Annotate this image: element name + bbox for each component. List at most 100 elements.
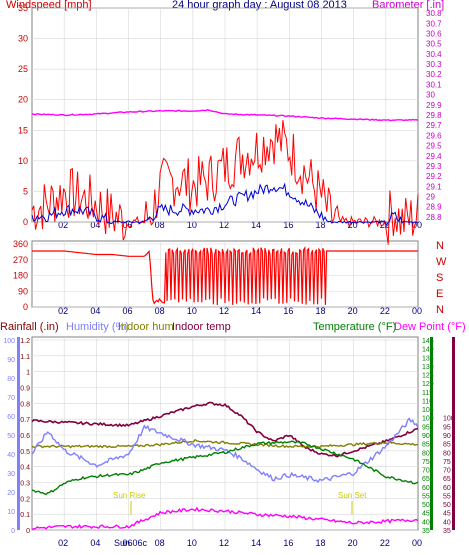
- y-tick-label-rain: 0.5: [20, 449, 30, 456]
- indoor-temp-label: Indoor temp: [172, 321, 231, 333]
- y-tick-label-direction: 360: [13, 239, 28, 249]
- y-tick-label-barometer: 30.2: [426, 70, 442, 79]
- rainfall-label: Rainfall (.in): [0, 321, 59, 333]
- temp-axis-bar: [430, 337, 433, 530]
- series-gust: [31, 182, 419, 226]
- series-barometer: [31, 109, 419, 122]
- y-tick-label-dewpoint: 50: [443, 502, 451, 509]
- y-tick-label-dewpoint: 55: [443, 493, 451, 500]
- direction-letter-E: E: [436, 288, 443, 300]
- sun-set-label: Sun Set: [338, 491, 367, 500]
- y-tick-label-humidity: 60: [7, 414, 15, 421]
- y-tick-label-humidity: 20: [7, 490, 15, 497]
- y-tick-label-temperature: 115: [422, 390, 433, 397]
- y-tick-label-temperature: 55: [422, 493, 430, 500]
- y-tick-label-barometer: 28.8: [426, 213, 442, 222]
- y-tick-label-barometer: 29.7: [426, 121, 442, 130]
- sun-rise-label: Sun Rise: [113, 491, 146, 500]
- y-tick-label-temperature: 135: [422, 355, 434, 362]
- y-tick-label-temperature: 125: [422, 373, 434, 380]
- windspeed-label: Windspeed [mph]: [6, 0, 92, 11]
- y-tick-label-temperature: 85: [422, 442, 430, 449]
- y-tick-label-barometer: 30.6: [426, 29, 442, 38]
- y-tick-label-temperature: 65: [422, 476, 430, 483]
- x-tick-label-p1-20: 20: [348, 220, 358, 230]
- x-tick-label-p3-10: 10: [187, 538, 197, 548]
- y-tick-label-temperature: 130: [422, 364, 434, 371]
- y-tick-label-temperature: 90: [422, 433, 430, 440]
- humidity-axis-bar: [17, 337, 20, 530]
- barometer-label: Barometer [.in]: [372, 0, 444, 11]
- x-tick-label-p2-06: 06: [123, 306, 133, 316]
- series-windspeed: [31, 120, 419, 245]
- y-tick-label-dewpoint: 45: [443, 511, 451, 518]
- y-tick-label-temperature: 45: [422, 511, 430, 518]
- y-tick-label-temperature: 95: [422, 424, 430, 431]
- x-tick-label-p3-02: 02: [58, 538, 68, 548]
- y-tick-label-dewpoint: 70: [443, 468, 451, 475]
- y-tick-label-dewpoint: 85: [443, 442, 451, 449]
- y-tick-label-wind: 15: [18, 125, 28, 135]
- x-tick-label-p1-16: 16: [283, 220, 293, 230]
- x-tick-label-p1-18: 18: [316, 220, 326, 230]
- y-tick-label-humidity: 90: [7, 357, 15, 364]
- x-tick-label-p2-10: 10: [187, 306, 197, 316]
- y-tick-label-humidity: 70: [7, 395, 15, 402]
- y-tick-label-humidity: 100: [3, 338, 15, 345]
- sun-marker-label: Sun 06c: [114, 538, 148, 548]
- y-tick-label-wind: 5: [23, 186, 28, 196]
- y-tick-label-direction: 270: [13, 255, 28, 265]
- y-tick-label-temperature: 50: [422, 502, 430, 509]
- y-tick-label-barometer: 29.9: [426, 101, 442, 110]
- y-tick-label-barometer: 30.3: [426, 60, 442, 69]
- x-tick-label-p2-02: 02: [58, 306, 68, 316]
- y-tick-label-barometer: 28.9: [426, 203, 442, 212]
- y-tick-label-humidity: 0: [11, 528, 15, 535]
- y-tick-label-temperature: 75: [422, 459, 430, 466]
- y-tick-label-temperature: 110: [422, 398, 433, 405]
- y-tick-label-temperature: 60: [422, 485, 430, 492]
- x-tick-label-p3-20: 20: [348, 538, 358, 548]
- x-tick-label-p1-00: 00: [412, 220, 422, 230]
- y-tick-label-temperature: 70: [422, 468, 430, 475]
- y-tick-label-dewpoint: 80: [443, 450, 451, 457]
- series-temperature: [31, 440, 419, 496]
- x-tick-label-p1-08: 08: [155, 220, 165, 230]
- y-tick-label-barometer: 29: [426, 193, 435, 202]
- x-tick-label-p2-04: 04: [90, 306, 100, 316]
- x-tick-label-p1-14: 14: [251, 220, 261, 230]
- y-tick-label-rain: 0.8: [20, 401, 30, 408]
- x-tick-label-p2-20: 20: [348, 306, 358, 316]
- x-tick-label-p3-14: 14: [251, 538, 261, 548]
- y-tick-label-rain: 1: [26, 370, 30, 377]
- y-tick-label-dewpoint: 60: [443, 485, 451, 492]
- y-tick-label-dewpoint: 90: [443, 433, 451, 440]
- y-tick-label-rain: 0.2: [20, 496, 30, 503]
- y-tick-label-temperature: 40: [422, 519, 430, 526]
- y-tick-label-humidity: 40: [7, 452, 15, 459]
- x-tick-label-p2-00: 00: [412, 306, 422, 316]
- x-tick-label-p2-12: 12: [219, 306, 229, 316]
- series-indoor-hum: [31, 438, 419, 449]
- dewpoint-label: Dew Point (°F): [394, 321, 466, 333]
- y-tick-label-humidity: 30: [7, 471, 15, 478]
- y-tick-label-dewpoint: 40: [443, 519, 451, 526]
- x-tick-label-p3-06: 06: [123, 538, 133, 548]
- chart-title: 24 hour graph day : August 08 2013: [172, 0, 347, 11]
- y-tick-label-temperature: 120: [422, 381, 434, 388]
- y-tick-label-rain: 0.4: [20, 465, 30, 472]
- x-tick-label-p2-14: 14: [251, 306, 261, 316]
- y-tick-label-direction: 0: [23, 302, 28, 312]
- series-wind-direction: [32, 245, 418, 306]
- y-tick-label-rain: 0: [26, 528, 30, 535]
- x-tick-label-p2-08: 08: [155, 306, 165, 316]
- x-tick-label-p3-18: 18: [316, 538, 326, 548]
- y-tick-label-wind: 0: [23, 217, 28, 227]
- y-tick-label-barometer: 30.1: [426, 80, 442, 89]
- y-tick-label-temperature: 35: [422, 528, 430, 535]
- y-tick-label-barometer: 29.4: [426, 152, 442, 161]
- series-indoor-temp: [31, 401, 419, 458]
- y-tick-label-humidity: 80: [7, 376, 15, 383]
